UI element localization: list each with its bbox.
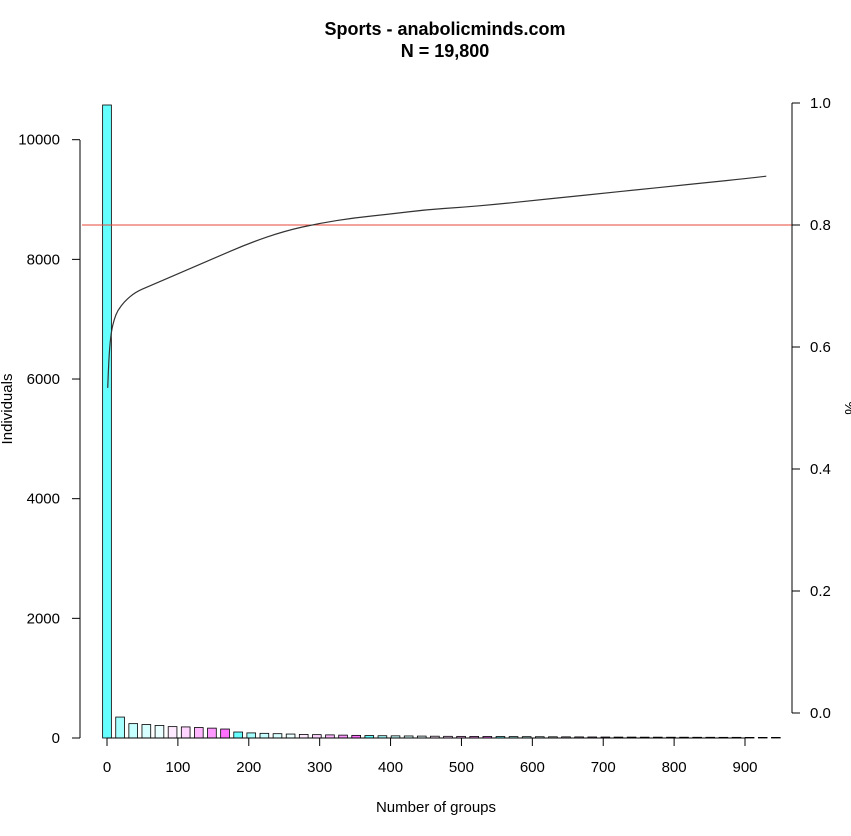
x-tick-label-3: 300	[307, 759, 332, 776]
chart-subtitle: N = 19,800	[401, 41, 490, 61]
bar-2	[128, 723, 139, 739]
y2-axis-label: %	[841, 401, 851, 414]
y-tick-label-4: 8000	[27, 251, 60, 268]
y-tick-label-3: 6000	[27, 371, 60, 388]
bar-9	[220, 728, 230, 739]
x-tick-label-7: 700	[591, 759, 616, 776]
y2-tick-label-4: 0.8	[810, 217, 831, 234]
chart-title: Sports - anabolicminds.com	[324, 19, 565, 39]
y2-tick-label-3: 0.6	[810, 339, 831, 356]
y-axis-right: 0.0 0.2 0.4 0.6 0.8 1.0	[791, 95, 831, 722]
cumulative-line	[107, 175, 767, 388]
bar-14	[285, 733, 296, 739]
y-tick-label-5: 10000	[18, 132, 60, 149]
bar-3	[141, 724, 152, 739]
bar-0	[102, 104, 112, 739]
bar-10	[233, 731, 243, 739]
y-axis-label: Individuals	[0, 374, 16, 445]
x-axis: 0 100 200 300 400 500 600 700 800 900	[103, 737, 758, 776]
y-tick-label-1: 2000	[27, 610, 60, 627]
bars-layer	[102, 104, 781, 739]
x-axis-label: Number of groups	[376, 799, 496, 816]
bar-8	[207, 727, 217, 739]
bar-1	[115, 716, 125, 739]
x-tick-label-6: 600	[520, 759, 545, 776]
bar-49	[744, 737, 755, 739]
bar-50	[757, 737, 768, 739]
y-axis-left: 0 2000 4000 6000 8000 10000	[18, 132, 81, 747]
bar-11	[246, 732, 257, 739]
x-tick-label-5: 500	[449, 759, 474, 776]
y-tick-label-2: 4000	[27, 491, 60, 508]
bar-16	[312, 734, 322, 739]
x-tick-label-1: 100	[165, 759, 190, 776]
bar-5	[167, 726, 178, 739]
y2-tick-label-1: 0.2	[810, 583, 831, 600]
bar-51	[771, 737, 781, 739]
bar-12	[259, 732, 270, 739]
y-tick-label-0: 0	[52, 730, 60, 747]
x-tick-label-0: 0	[103, 759, 111, 776]
x-tick-label-9: 900	[732, 759, 757, 776]
bar-15	[298, 734, 309, 739]
y2-tick-label-2: 0.4	[810, 461, 831, 478]
bar-7	[194, 727, 204, 739]
bar-6	[180, 726, 191, 739]
y2-tick-label-5: 1.0	[810, 95, 831, 112]
x-tick-label-4: 400	[378, 759, 403, 776]
bar-13	[272, 733, 283, 739]
y2-tick-label-0: 0.0	[810, 705, 831, 722]
x-tick-label-8: 800	[662, 759, 687, 776]
bar-4	[154, 725, 165, 739]
x-tick-label-2: 200	[236, 759, 261, 776]
